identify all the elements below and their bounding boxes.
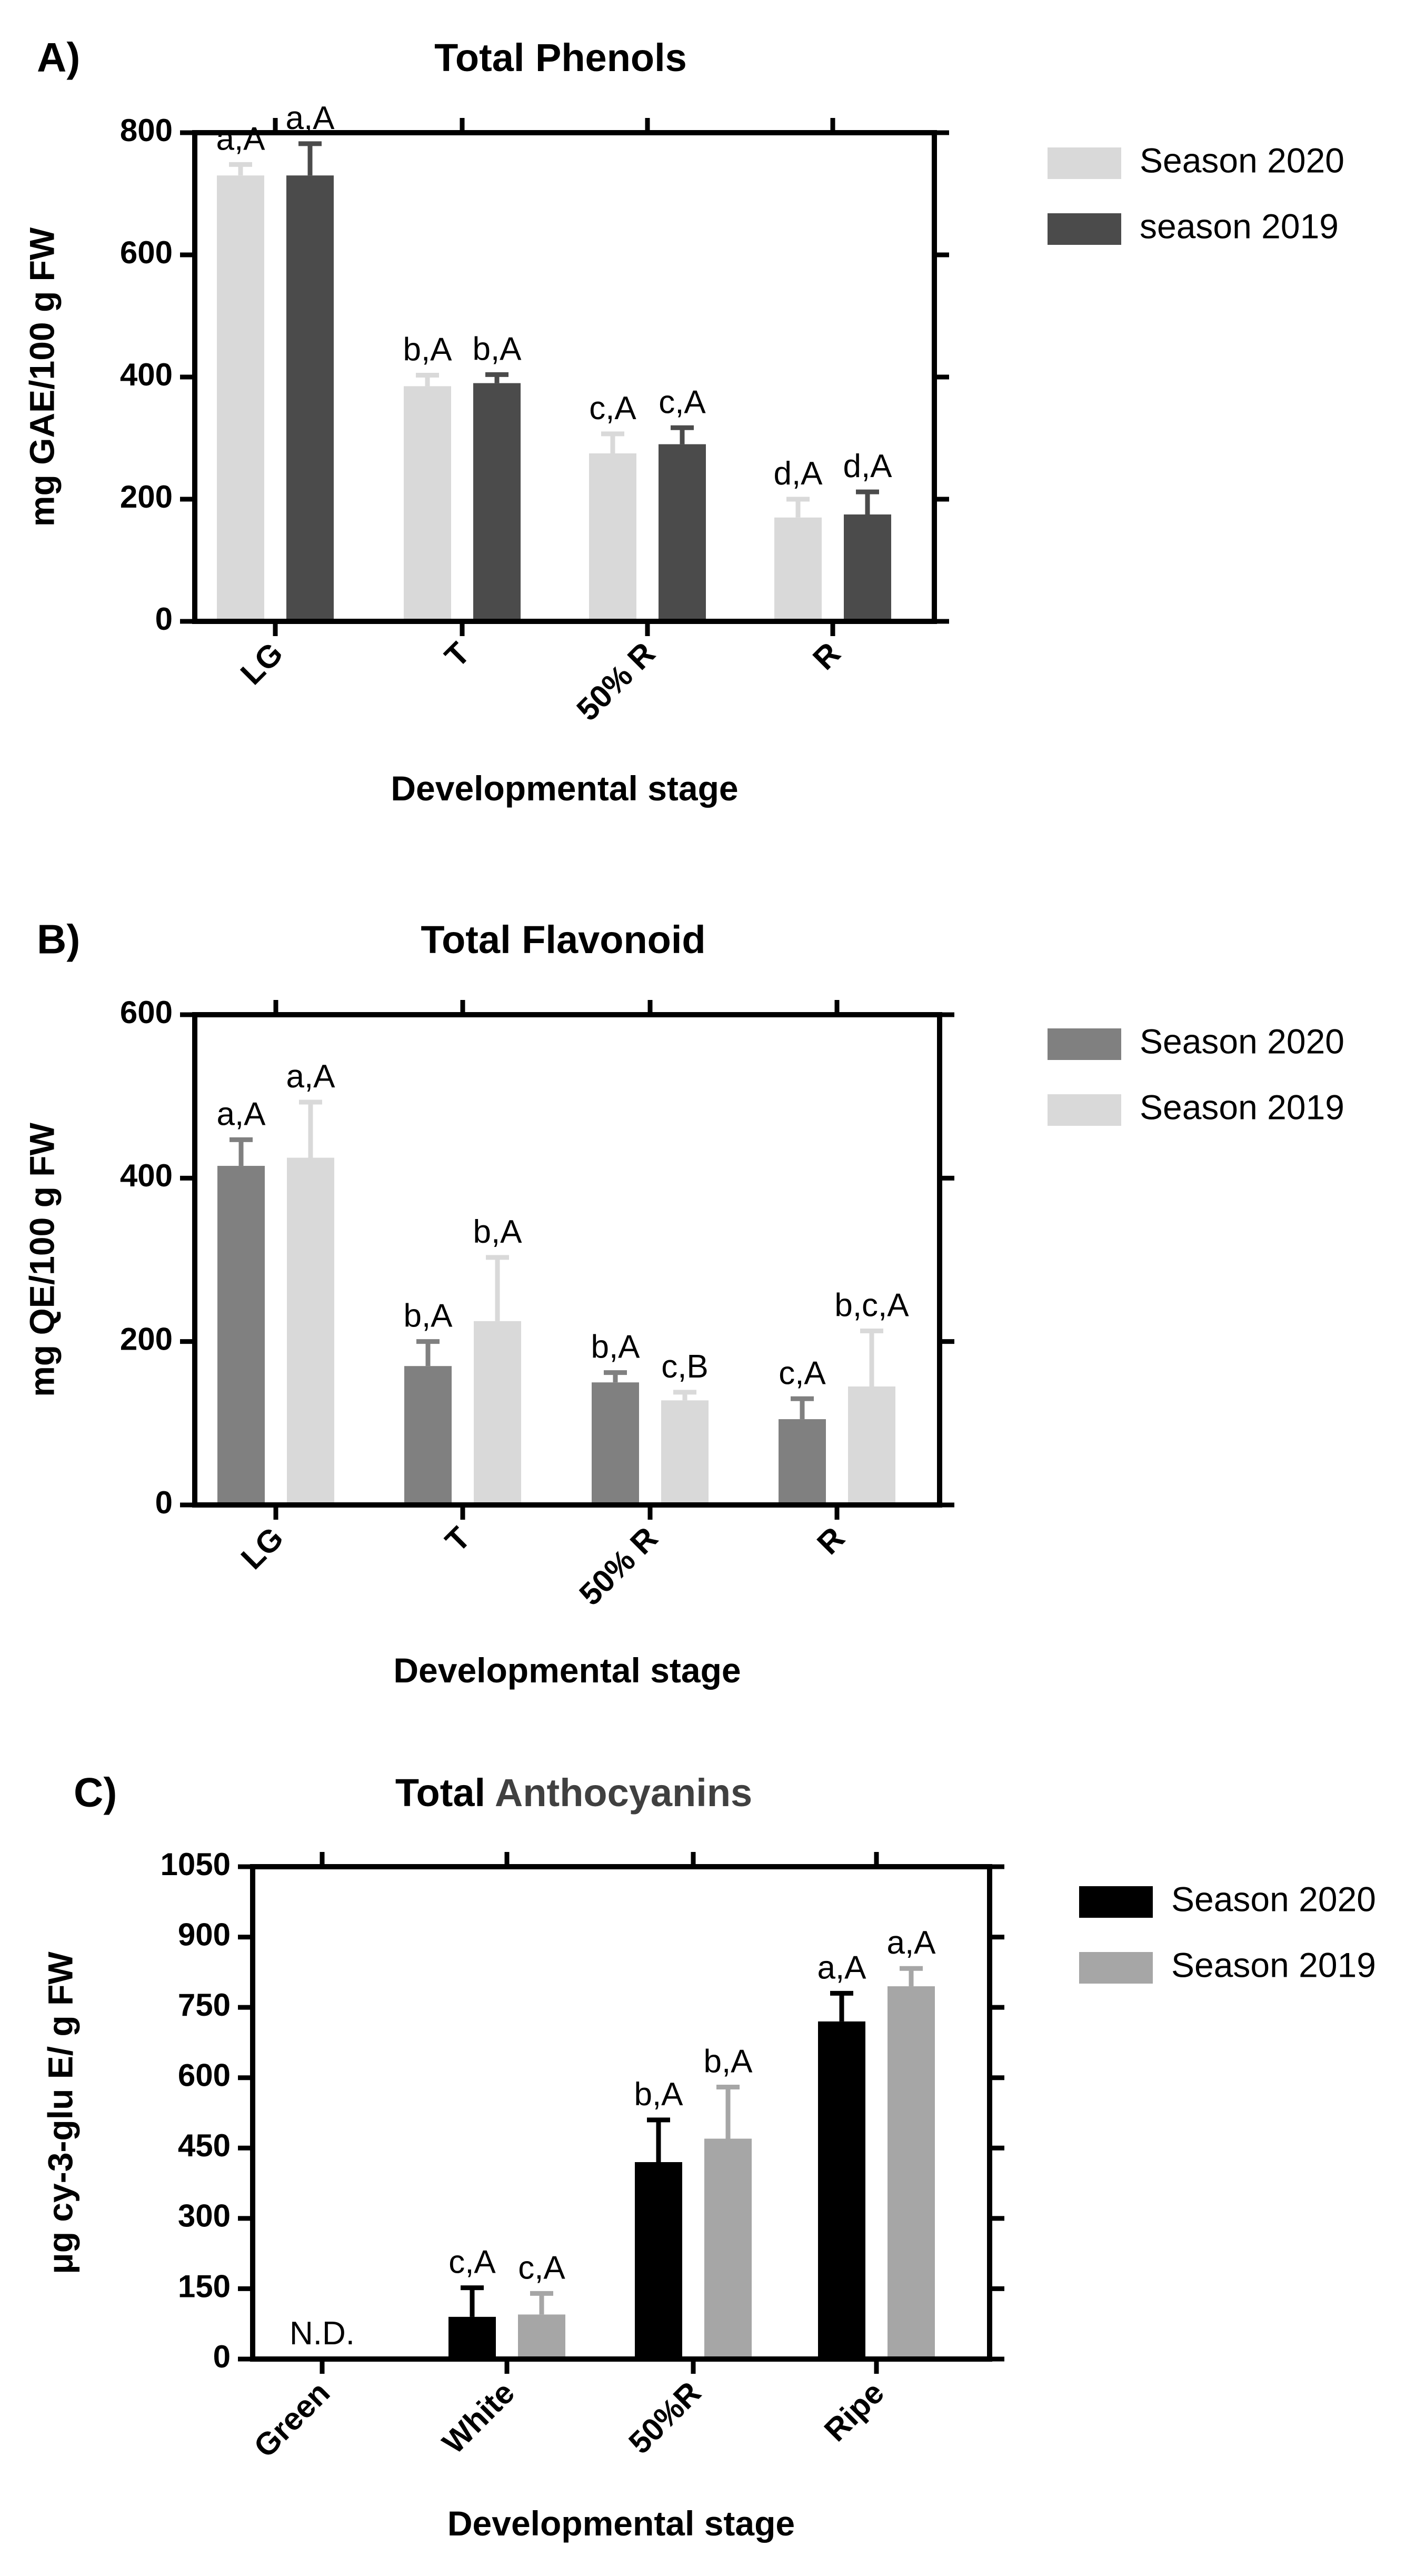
significance-label-1-3: b,c,A [834,1287,909,1323]
panel-label: C) [74,1769,117,1816]
legend-label-0: Season 2020 [1140,1022,1344,1061]
y-tick-label-5: 750 [178,1987,231,2023]
significance-label-0-2: b,A [634,2076,683,2113]
y-tick-label-4: 800 [120,113,173,148]
legend-label-1: Season 2019 [1171,1945,1376,1984]
significance-label-0-0: a,A [216,121,265,157]
title-part-0: Total [395,1771,495,1815]
bar-0-T [404,386,451,621]
significance-label-0-3: a,A [817,1949,866,1986]
y-tick-label-2: 400 [120,1158,173,1193]
bar-1-T [473,383,521,621]
bar-1-White [518,2314,565,2359]
legend-label-0: Season 2020 [1171,1879,1376,1918]
significance-label-0-2: b,A [591,1329,640,1365]
y-tick-label-7: 1050 [161,1847,231,1882]
legend-label-0: Season 2020 [1140,141,1344,180]
y-tick-label-0: 0 [213,2339,231,2374]
x-axis-title: Developmental stage [391,769,738,808]
bar-1-LG [286,175,334,621]
y-tick-label-2: 300 [178,2198,231,2234]
legend-swatch-0 [1048,1028,1121,1060]
significance-label-1-3: a,A [886,1925,936,1961]
y-tick-label-0: 0 [155,601,173,637]
bar-1-R [844,514,891,621]
significance-label-0-0: a,A [216,1096,266,1132]
chart-title: Total Phenols [434,36,687,80]
significance-label-1-3: d,A [843,448,892,484]
panel-label: B) [37,916,80,963]
significance-label-0-1: b,A [403,332,452,368]
bar-1-50R [704,2138,752,2359]
bar-0-50R [589,453,636,621]
panel-label: A) [37,34,80,81]
significance-label-1-0: a,A [286,1058,335,1095]
y-tick-label-6: 900 [178,1917,231,1952]
x-axis-title: Developmental stage [447,2504,795,2543]
bar-0-50R [635,2162,682,2359]
significance-label-1-1: c,A [518,2250,565,2286]
bar-0-T [404,1366,452,1505]
bar-1-50R [659,444,706,621]
title-part-1: Anthocyanins [495,1771,752,1815]
y-tick-label-3: 450 [178,2128,231,2163]
significance-label-1-2: c,A [659,384,706,420]
bar-1-Ripe [888,1986,935,2359]
significance-label-1-2: b,A [703,2044,753,2080]
y-tick-label-3: 600 [120,235,173,270]
legend-swatch-1 [1079,1952,1153,1984]
bar-1-LG [287,1157,334,1505]
significance-label-1-1: b,A [472,331,522,367]
title-part-0: Total Phenols [434,36,687,80]
y-tick-label-0: 0 [155,1485,173,1520]
y-axis-title: mg GAE/100 g FW [22,227,61,527]
x-axis-title: Developmental stage [393,1651,741,1690]
bar-0-White [448,2316,496,2359]
significance-label-0-2: c,A [589,390,636,427]
significance-label-1-1: b,A [473,1214,522,1250]
significance-label-0-3: c,A [779,1355,826,1391]
legend-swatch-1 [1048,213,1121,245]
significance-label-0-3: d,A [773,455,823,492]
bar-0-R [774,517,822,621]
bar-1-T [474,1321,521,1505]
legend-swatch-0 [1048,147,1121,179]
significance-label-0-1: b,A [403,1298,453,1334]
chart-title: Total Flavonoid [421,918,705,962]
y-tick-label-4: 600 [178,2058,231,2093]
y-axis-title: μg cy-3-glu E/ g FW [41,1951,79,2274]
chart-title: Total Anthocyanins [395,1771,752,1815]
significance-label-1-2: c,B [661,1349,709,1385]
y-tick-label-1: 200 [120,479,173,514]
annotation-nd: N.D. [290,2315,355,2352]
y-tick-label-3: 600 [120,995,173,1030]
bar-0-LG [217,175,264,621]
legend-label-1: Season 2019 [1140,1087,1344,1126]
bar-0-R [779,1419,826,1505]
legend-swatch-0 [1079,1886,1153,1918]
bar-0-LG [217,1166,265,1505]
y-axis-title: mg QE/100 g FW [22,1122,61,1396]
bar-0-50R [592,1382,639,1505]
legend-label-1: season 2019 [1140,206,1339,245]
y-tick-label-1: 200 [120,1322,173,1357]
y-tick-label-2: 400 [120,357,173,392]
bar-1-50R [661,1400,709,1505]
significance-label-0-1: c,A [448,2244,496,2281]
bar-0-Ripe [818,2021,865,2359]
bar-1-R [848,1386,895,1505]
legend-swatch-1 [1048,1094,1121,1126]
y-tick-label-1: 150 [178,2268,231,2304]
title-part-0: Total Flavonoid [421,918,705,962]
